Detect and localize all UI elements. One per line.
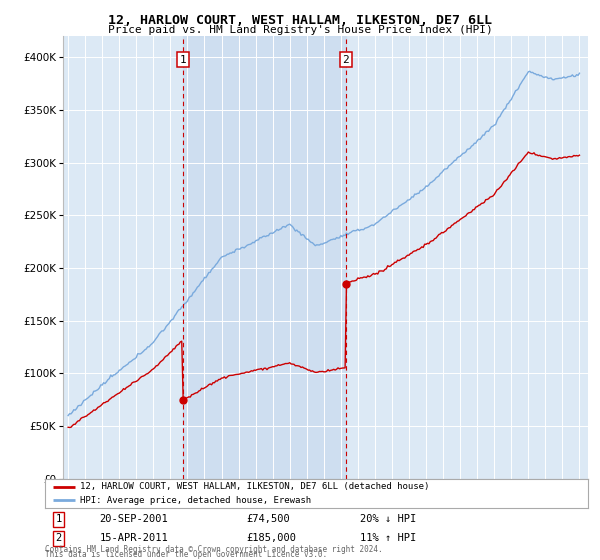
Text: 1: 1	[179, 54, 186, 64]
Text: £185,000: £185,000	[246, 533, 296, 543]
Text: This data is licensed under the Open Government Licence v3.0.: This data is licensed under the Open Gov…	[45, 550, 327, 559]
Text: HPI: Average price, detached house, Erewash: HPI: Average price, detached house, Erew…	[80, 496, 311, 505]
Text: 2: 2	[343, 54, 349, 64]
Text: 20% ↓ HPI: 20% ↓ HPI	[360, 514, 416, 524]
Text: £74,500: £74,500	[246, 514, 290, 524]
Text: 20-SEP-2001: 20-SEP-2001	[100, 514, 168, 524]
Text: 15-APR-2011: 15-APR-2011	[100, 533, 168, 543]
Text: 2: 2	[55, 533, 62, 543]
Text: 1: 1	[55, 514, 62, 524]
Text: 12, HARLOW COURT, WEST HALLAM, ILKESTON, DE7 6LL: 12, HARLOW COURT, WEST HALLAM, ILKESTON,…	[108, 14, 492, 27]
Text: 12, HARLOW COURT, WEST HALLAM, ILKESTON, DE7 6LL (detached house): 12, HARLOW COURT, WEST HALLAM, ILKESTON,…	[80, 482, 430, 491]
Text: Price paid vs. HM Land Registry's House Price Index (HPI): Price paid vs. HM Land Registry's House …	[107, 25, 493, 35]
Text: Contains HM Land Registry data © Crown copyright and database right 2024.: Contains HM Land Registry data © Crown c…	[45, 545, 383, 554]
Bar	[182, 36, 346, 479]
Text: 11% ↑ HPI: 11% ↑ HPI	[360, 533, 416, 543]
